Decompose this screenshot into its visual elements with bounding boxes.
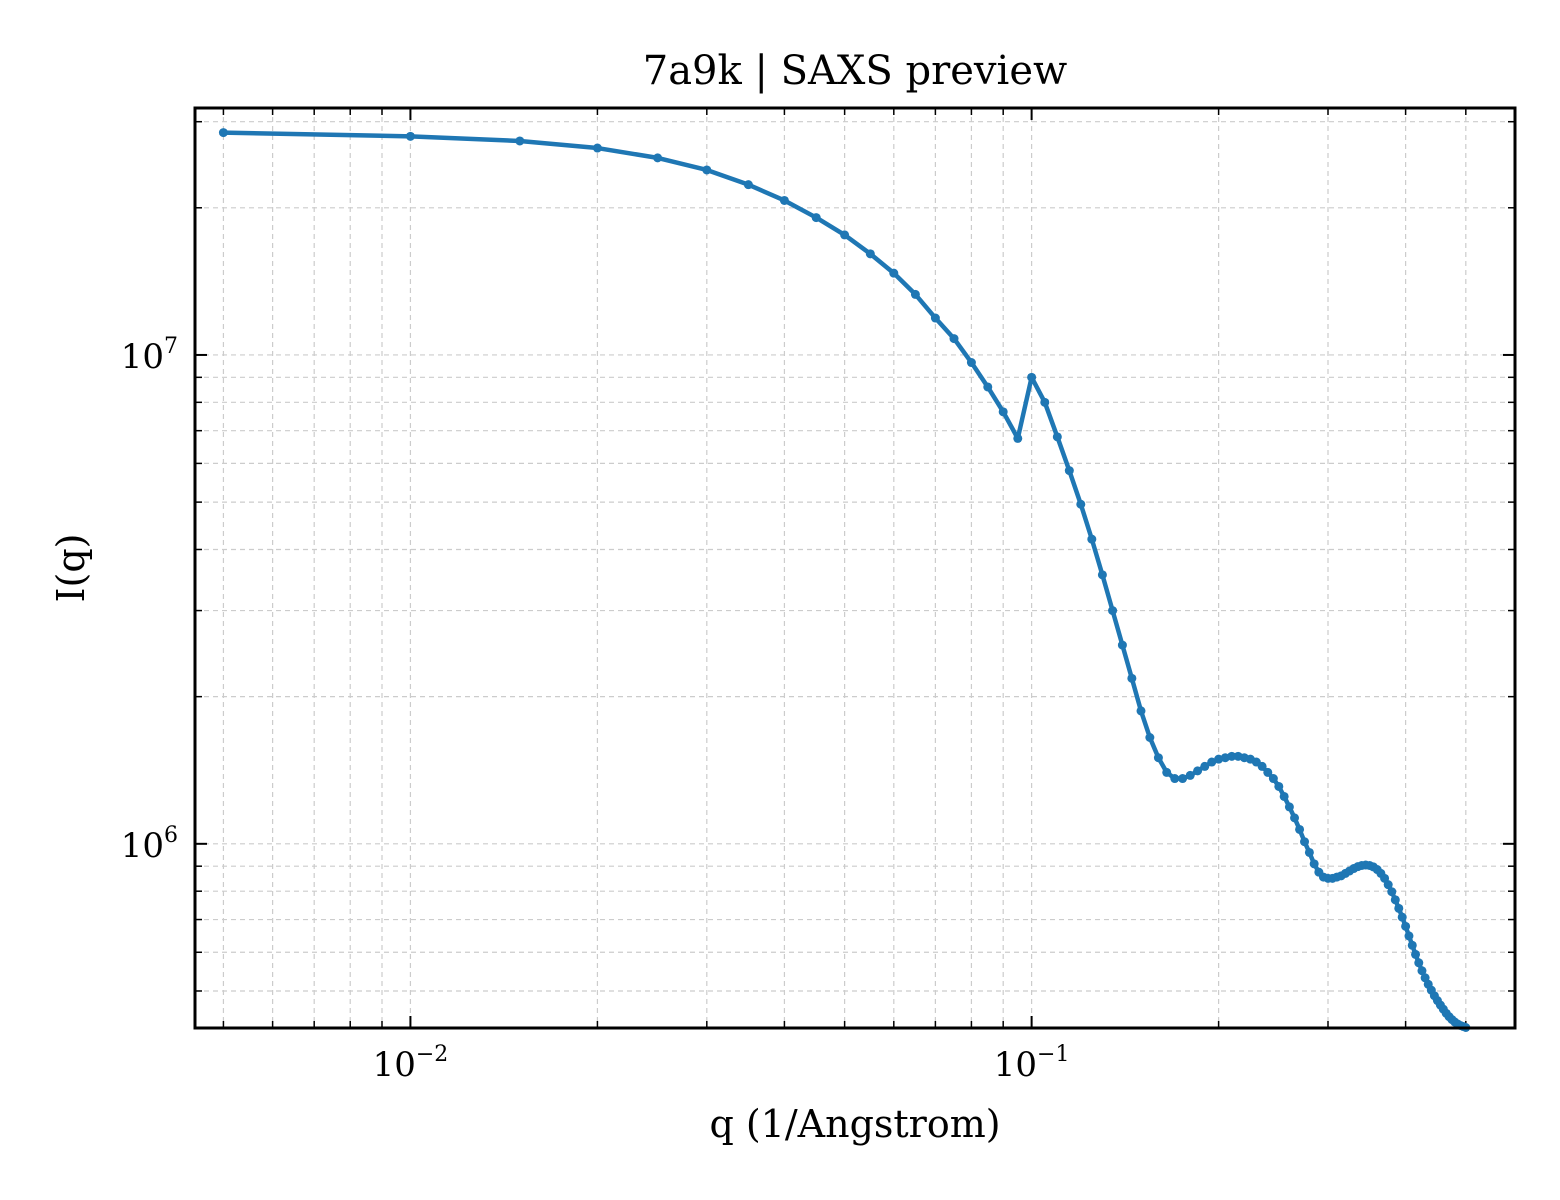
data-point: [998, 407, 1008, 417]
data-point: [889, 268, 899, 278]
data-point: [1193, 766, 1203, 776]
data-point: [218, 128, 228, 138]
data-point: [1040, 397, 1050, 407]
y-tick-label: 106: [121, 823, 178, 866]
data-point: [1304, 847, 1314, 857]
data-point: [1417, 966, 1427, 976]
data-point: [1064, 466, 1074, 476]
data-point: [1407, 940, 1417, 950]
plot-area-frame: [193, 106, 1517, 1030]
series: [218, 128, 1471, 1032]
data-point: [1087, 534, 1097, 544]
data-point: [1127, 673, 1137, 683]
data-point: [1227, 751, 1237, 761]
x-tick-label: 10−2: [373, 1042, 449, 1085]
grid: [195, 108, 1515, 1028]
data-point: [949, 334, 959, 344]
data-point: [1414, 958, 1424, 968]
data-point: [1145, 732, 1155, 742]
data-point: [1383, 880, 1393, 890]
data-point: [1268, 774, 1278, 784]
data-point: [1263, 767, 1273, 777]
data-point: [1013, 433, 1023, 443]
data-point: [1200, 761, 1210, 771]
data-point: [1411, 949, 1421, 959]
data-point: [1394, 903, 1404, 913]
y-axis-label: I(q): [49, 534, 93, 603]
data-point: [1309, 859, 1319, 869]
data-point: [1178, 774, 1188, 784]
data-point: [1257, 761, 1267, 771]
data-point: [1404, 931, 1414, 941]
data-point: [515, 136, 525, 146]
data-point: [1274, 781, 1284, 791]
data-point: [1097, 570, 1107, 580]
data-point: [1052, 432, 1062, 442]
data-point: [1136, 706, 1146, 716]
data-point: [865, 249, 875, 259]
data-point: [1076, 499, 1086, 509]
chart-title: 7a9k | SAXS preview: [643, 48, 1067, 94]
data-point: [1387, 887, 1397, 897]
data-point: [1401, 921, 1411, 931]
data-point: [1390, 895, 1400, 905]
data-point: [930, 313, 940, 323]
data-point: [1162, 767, 1172, 777]
data-point: [910, 289, 920, 299]
data-point: [1185, 770, 1195, 780]
axis-ticks: 10−2 10−1 106 107: [121, 108, 1515, 1085]
data-point: [653, 153, 663, 163]
data-point: [743, 180, 753, 190]
data-point: [1300, 837, 1310, 847]
data-point: [811, 213, 821, 223]
data-point: [702, 165, 712, 175]
data-point: [966, 358, 976, 368]
data-point: [1170, 774, 1180, 784]
data-point: [1117, 640, 1127, 650]
data-point: [1290, 813, 1300, 823]
data-point: [1108, 606, 1118, 616]
data-point: [983, 382, 993, 392]
data-point: [1207, 757, 1217, 767]
x-tick-label: 10−1: [994, 1042, 1070, 1085]
data-point: [1295, 824, 1305, 834]
data-point: [1284, 802, 1294, 812]
data-point: [1027, 372, 1037, 382]
data-point: [1279, 791, 1289, 801]
data-point: [840, 230, 850, 240]
y-tick-label: 107: [121, 334, 178, 377]
data-point: [779, 195, 789, 205]
data-point: [1397, 912, 1407, 922]
x-axis-label: q (1/Angstrom): [709, 1102, 1000, 1146]
data-point: [405, 131, 415, 141]
data-point: [1153, 753, 1163, 763]
data-point: [592, 143, 602, 153]
